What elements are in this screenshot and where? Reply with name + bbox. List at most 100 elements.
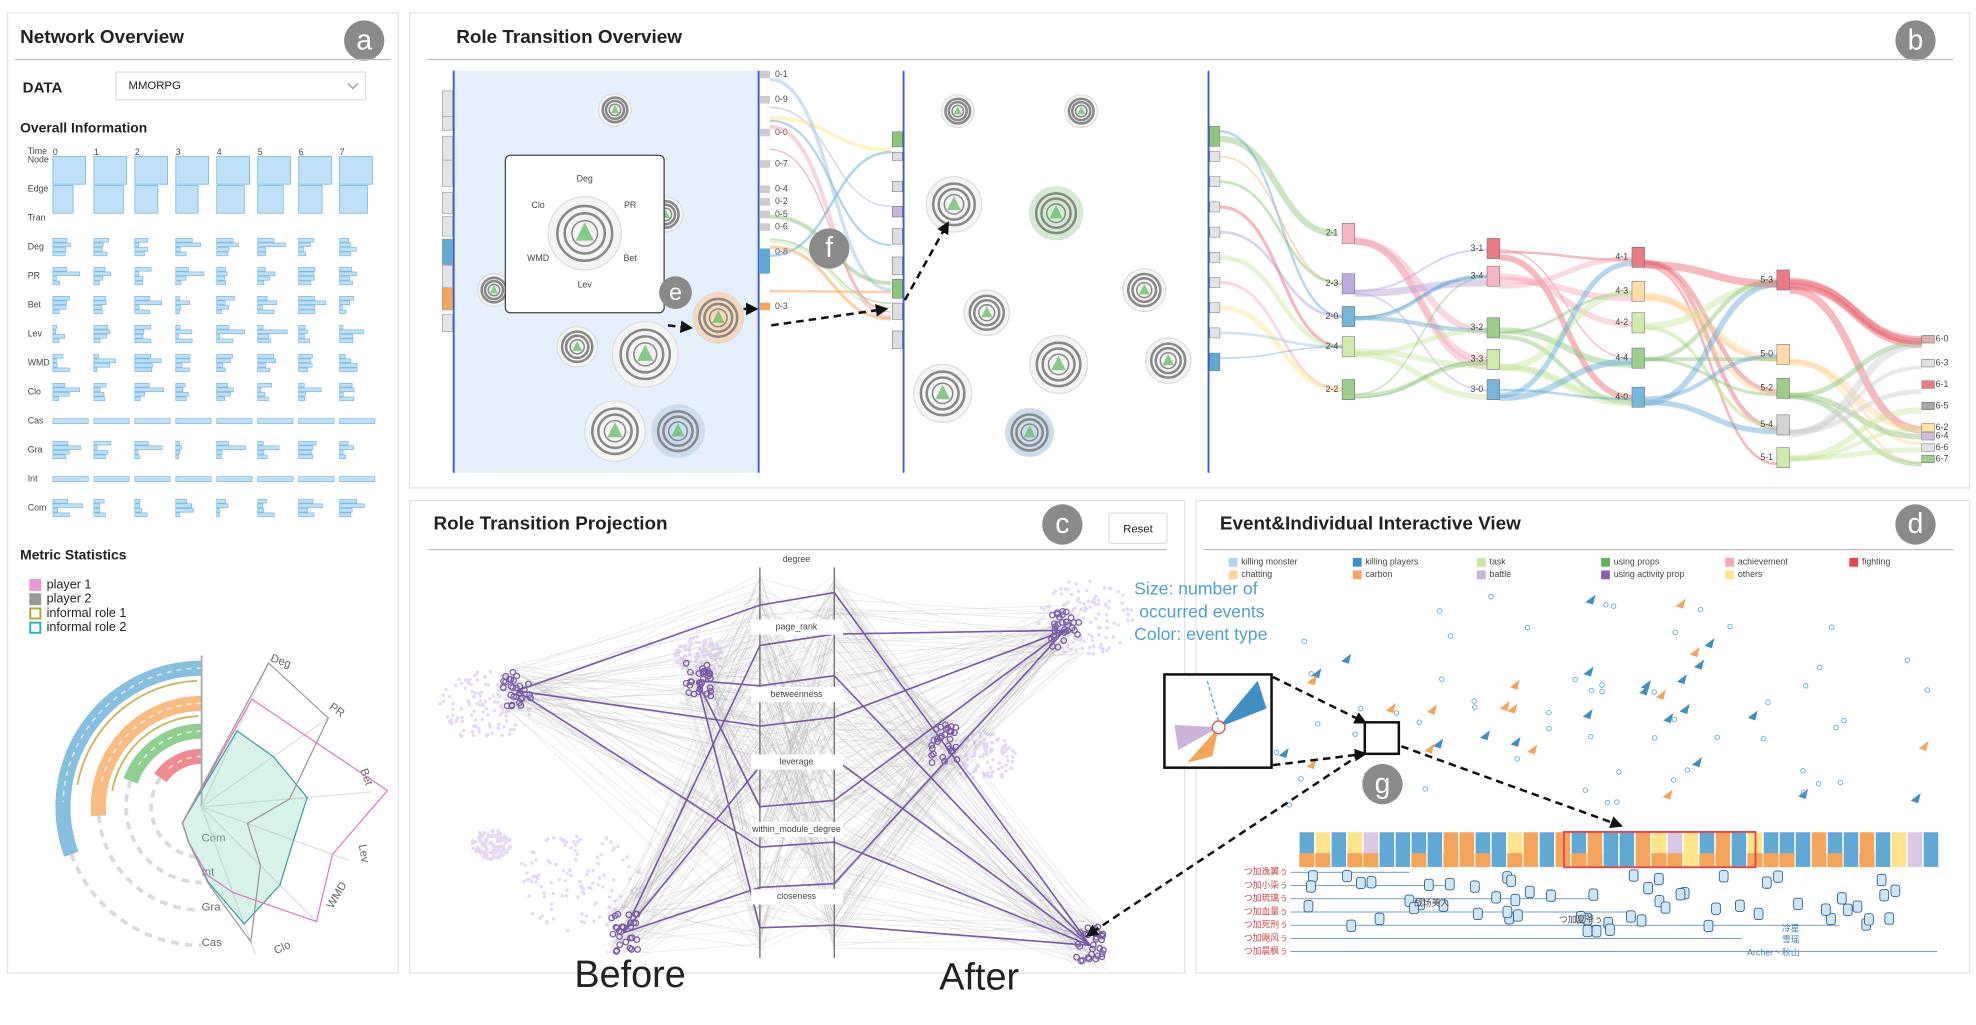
node-label: 0-3	[775, 301, 788, 311]
reset-button[interactable]	[1108, 512, 1168, 545]
hist-bar	[134, 280, 143, 286]
point	[549, 907, 554, 912]
hist-bar	[52, 300, 67, 306]
projection-line	[684, 704, 1101, 927]
radar-axis-label: Lev	[356, 844, 371, 864]
hist-bar	[93, 271, 111, 277]
point	[1104, 613, 1109, 617]
flow	[1789, 279, 1922, 345]
event-glyph	[1437, 608, 1443, 614]
hist-bar	[339, 503, 365, 508]
highlight-point	[703, 661, 711, 669]
point	[475, 670, 480, 675]
hist-bar	[175, 367, 190, 373]
sankey-bar	[759, 248, 770, 274]
hist-bar	[134, 363, 153, 368]
role-ring	[968, 294, 1006, 332]
event-glyph	[1604, 799, 1611, 806]
point	[1076, 589, 1081, 594]
node-label: 3-1	[1471, 243, 1484, 253]
point	[539, 884, 543, 889]
point	[627, 864, 631, 869]
projection-line	[613, 696, 1108, 944]
highlight-point	[1048, 635, 1055, 643]
highlight-point	[612, 948, 620, 955]
role-star	[947, 196, 961, 210]
hist-bar	[257, 387, 262, 392]
hist-bar	[339, 247, 357, 252]
hist-bar	[216, 418, 253, 424]
projection-line	[625, 637, 1080, 923]
point	[1006, 759, 1010, 763]
hist-bar	[175, 334, 179, 339]
point	[970, 754, 974, 759]
point	[961, 763, 966, 768]
point	[597, 876, 602, 880]
projection-line	[608, 644, 1050, 953]
projection-line	[640, 645, 1072, 927]
point	[441, 699, 446, 703]
highlight-point	[944, 724, 952, 732]
row-label: Int	[28, 473, 38, 483]
point	[1126, 618, 1130, 622]
summary-block	[93, 185, 124, 214]
hist-bar	[298, 396, 306, 402]
highlight-point	[1089, 945, 1096, 953]
node-label: 6-5	[1936, 400, 1949, 410]
highlight-line	[516, 591, 1091, 946]
hist-bar	[339, 367, 358, 373]
role-ring	[1034, 192, 1078, 235]
hist-bar	[134, 296, 150, 301]
point	[1107, 645, 1112, 650]
flow	[1219, 230, 1343, 318]
hist-bar	[175, 396, 187, 402]
point	[540, 914, 544, 918]
event-chip	[1628, 869, 1639, 882]
point	[1010, 755, 1015, 759]
projection-line	[713, 687, 1102, 937]
hist-bar	[93, 450, 109, 455]
role-ring	[619, 328, 672, 381]
event-glyph	[1306, 759, 1317, 770]
event-glyph	[1572, 676, 1578, 683]
event-chip	[1469, 880, 1480, 893]
point	[478, 698, 483, 703]
point	[718, 656, 723, 661]
point	[978, 734, 983, 739]
dropdown[interactable]	[115, 71, 367, 101]
hist-bar	[175, 271, 205, 277]
point	[472, 695, 476, 699]
event-glyph	[1651, 689, 1657, 695]
point	[582, 892, 586, 896]
hist-bar	[298, 392, 306, 397]
role-star	[981, 305, 993, 318]
legend-entry: informal role 2	[47, 620, 127, 634]
axis-label: leverage	[780, 756, 814, 766]
hist-bar	[216, 280, 227, 286]
legend-entry: player 1	[47, 577, 92, 591]
highlight-point	[1074, 630, 1081, 638]
hist-bar	[134, 334, 144, 339]
flow	[1499, 334, 1632, 405]
point	[1088, 620, 1093, 625]
event-glyph	[1422, 786, 1429, 792]
point	[596, 861, 600, 866]
timeline-bar	[1523, 831, 1539, 868]
sankey-bar	[759, 198, 770, 206]
hist-bar	[298, 503, 323, 508]
event-chip	[1366, 876, 1377, 889]
event-chip	[1761, 876, 1772, 889]
event-chip	[1626, 910, 1636, 923]
point	[1090, 634, 1094, 639]
zoom-wedge	[1218, 680, 1267, 728]
point	[1065, 587, 1070, 591]
point	[718, 646, 722, 651]
point	[483, 837, 488, 842]
hist-bar	[257, 334, 270, 339]
event-glyph	[1672, 629, 1678, 636]
projection-line	[640, 719, 1073, 959]
hist-bar	[52, 363, 58, 368]
point	[1120, 601, 1124, 606]
timeline-node	[442, 314, 453, 332]
node-label: 4-2	[1615, 317, 1628, 327]
